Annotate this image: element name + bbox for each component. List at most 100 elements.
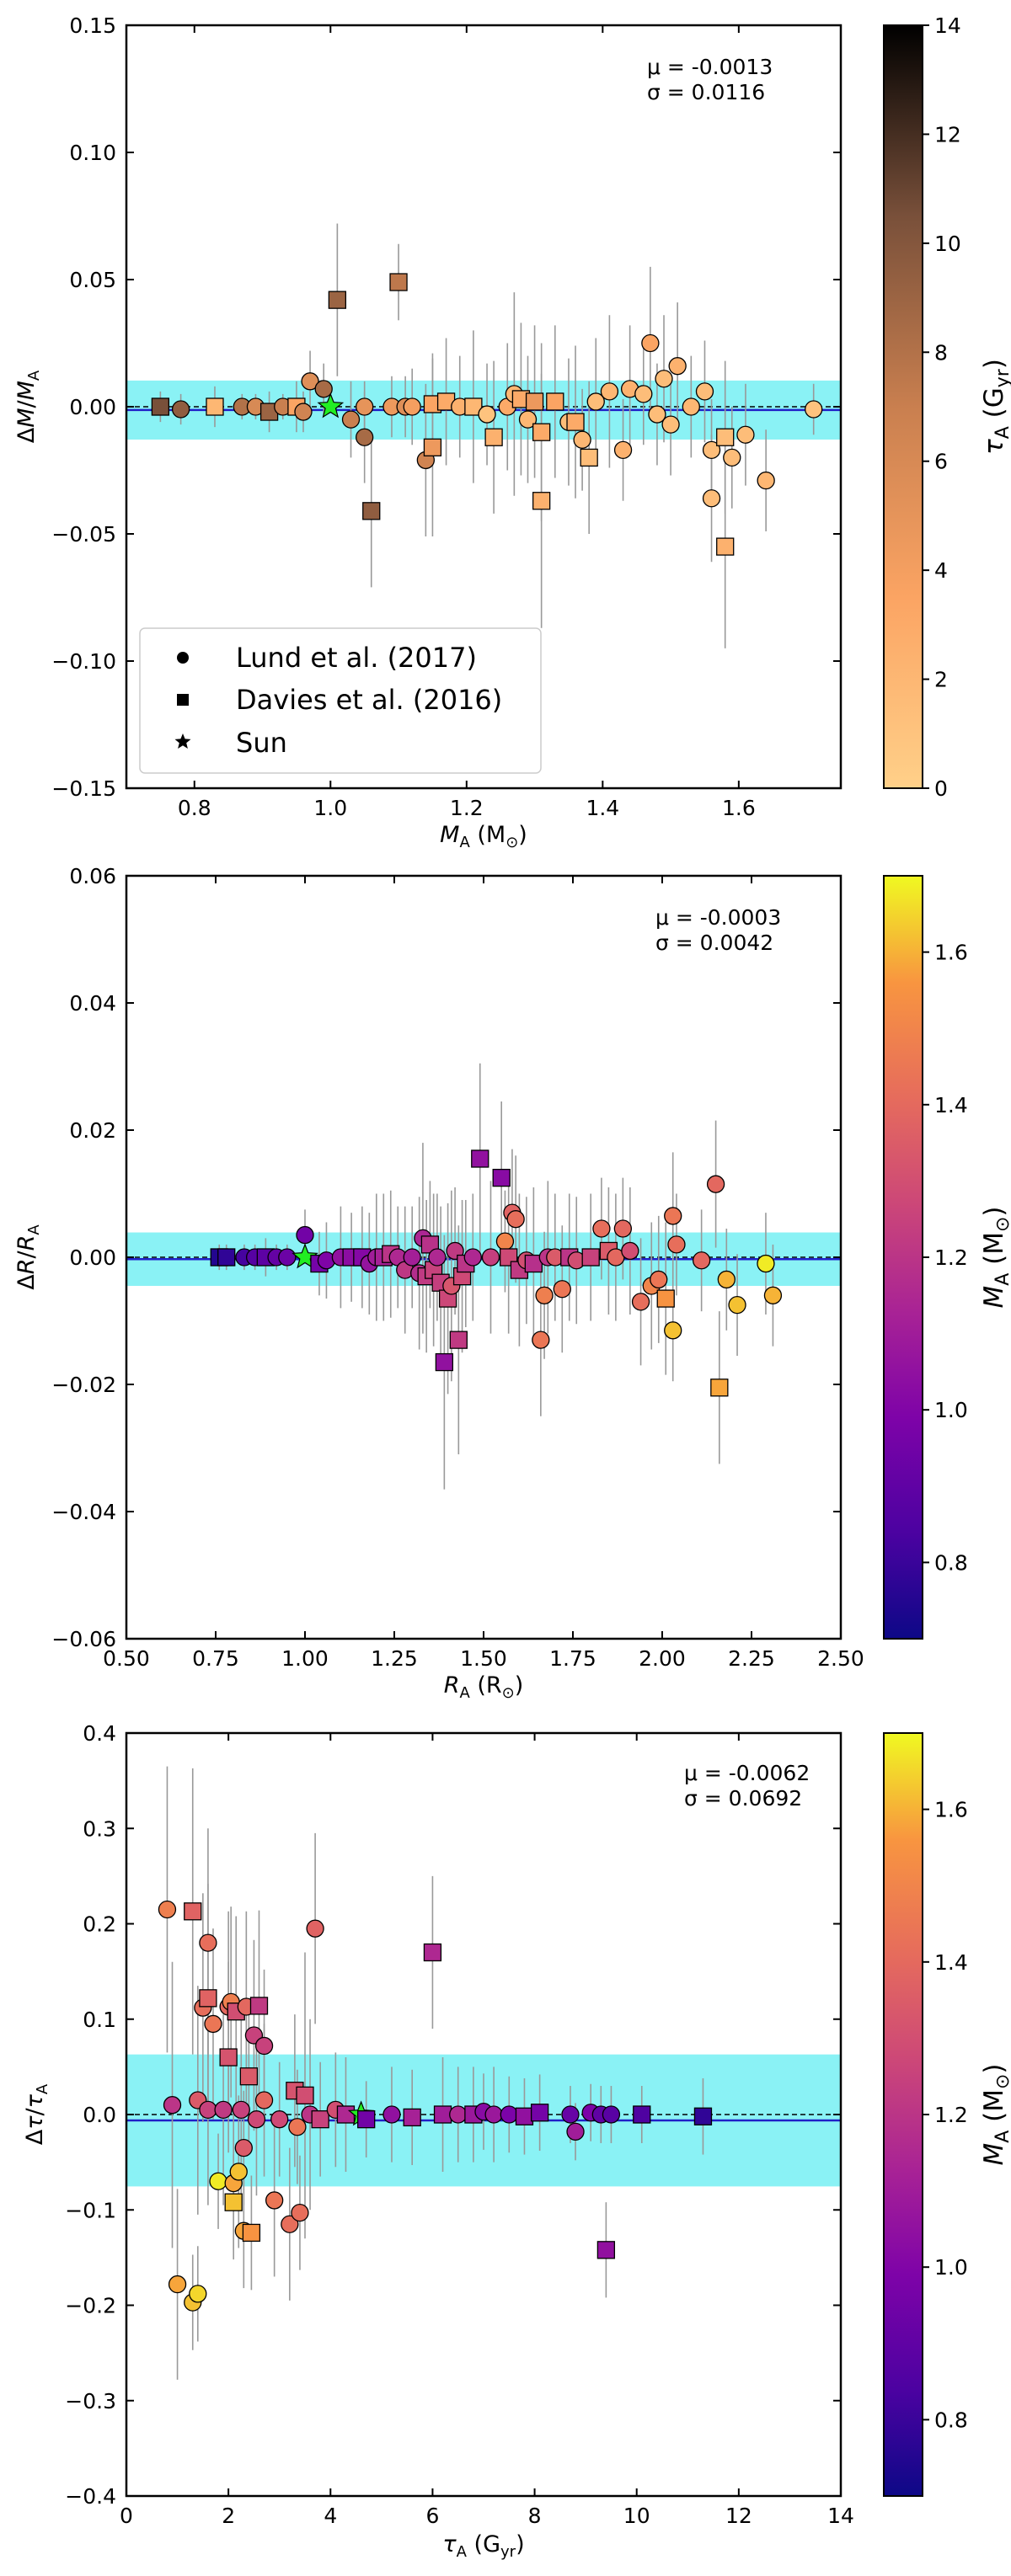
point-circle — [463, 1248, 482, 1267]
colorbar-label: τA (Gyr) — [979, 359, 1011, 455]
point-circle — [566, 2122, 585, 2141]
point-circle — [702, 440, 721, 459]
colorbar-ticks: 0 2 4 6 8 10 12 14 — [923, 13, 961, 801]
x-tick-label: 1.00 — [281, 1646, 329, 1671]
point-circle — [706, 1175, 725, 1193]
point-square — [693, 2107, 713, 2125]
x-tick-label: 0 — [120, 2504, 133, 2528]
y-tick-label: 0.3 — [83, 1816, 116, 1841]
point-circle — [306, 1919, 324, 1938]
x-tick-label: 8 — [528, 2504, 542, 2528]
point-circle — [561, 2105, 580, 2124]
point-circle — [631, 1293, 650, 1311]
y-axis-label: ΔR/RA — [13, 1224, 43, 1290]
x-tick-label: 1.0 — [313, 796, 347, 820]
y-tick-label: 0.2 — [83, 1912, 116, 1937]
x-tick-label: 1.50 — [460, 1646, 507, 1671]
point-square — [580, 448, 598, 467]
colorbar-tick-label: 12 — [934, 122, 961, 147]
point-circle — [234, 2138, 253, 2157]
point-square — [716, 428, 735, 446]
point-circle — [449, 2105, 468, 2124]
x-axis-label: τA (Gyr) — [442, 2531, 524, 2561]
point-square — [525, 392, 544, 411]
legend-star-marker — [174, 733, 191, 749]
point-circle — [573, 430, 591, 449]
x-tick-label: 1.2 — [450, 796, 484, 820]
point-circle — [481, 1248, 500, 1267]
y-tick-label: 0.10 — [69, 141, 116, 165]
point-circle — [189, 2285, 207, 2303]
point-circle — [403, 1248, 421, 1267]
point-circle — [171, 400, 190, 419]
colorbar-tick-label: 1.0 — [934, 1398, 968, 1422]
point-circle — [254, 2091, 274, 2109]
y-tick-label: −0.1 — [65, 2198, 116, 2222]
point-circle — [553, 1280, 571, 1299]
point-circle — [650, 1270, 668, 1289]
point-square — [515, 2107, 534, 2125]
point-circle — [168, 2275, 187, 2294]
point-square — [449, 1331, 468, 1349]
sigma-label: σ = 0.0116 — [647, 80, 765, 104]
point-square — [566, 413, 585, 431]
colorbar-tick-label: 10 — [934, 232, 961, 256]
point-circle — [403, 397, 421, 416]
point-circle — [506, 1210, 525, 1229]
y-tick-label: −0.05 — [51, 522, 116, 547]
point-circle — [648, 405, 666, 424]
point-square — [184, 1902, 202, 1921]
data-points — [158, 1900, 713, 2312]
point-circle — [634, 385, 653, 403]
colorbar-tick-label: 0 — [934, 776, 948, 801]
colorbar-tick-label: 14 — [934, 13, 961, 38]
x-tick-label: 2.25 — [728, 1646, 775, 1671]
point-square — [532, 492, 551, 510]
point-circle — [356, 397, 374, 416]
colorbar — [883, 1732, 923, 2497]
point-circle — [682, 397, 700, 416]
point-circle — [232, 2100, 250, 2119]
point-circle — [199, 1933, 217, 1952]
y-tick-label: 0.05 — [69, 268, 116, 292]
point-circle — [291, 2203, 309, 2222]
point-circle — [692, 1251, 711, 1270]
point-circle — [158, 1900, 177, 1919]
point-circle — [600, 382, 619, 401]
point-circle — [281, 2215, 299, 2233]
point-square — [423, 438, 442, 456]
x-tick-label: 12 — [725, 2504, 752, 2528]
point-circle — [667, 1235, 686, 1254]
point-square — [217, 1248, 236, 1267]
colorbar-tick-label: 2 — [934, 668, 948, 692]
point-square — [242, 2223, 261, 2243]
x-axis-label: RA (R⊙) — [444, 1672, 524, 1702]
point-circle — [294, 403, 313, 421]
y-axis-label: Δτ/τA — [22, 2083, 51, 2145]
y-tick-label: 0.00 — [69, 1245, 116, 1270]
point-circle — [664, 1207, 682, 1225]
point-circle — [278, 1248, 297, 1267]
point-square — [423, 1943, 442, 1962]
colorbar-ticks: 0.8 1.0 1.2 1.4 1.6 — [923, 1798, 968, 2432]
point-square — [249, 1997, 269, 2015]
point-circle — [382, 2105, 401, 2124]
axis-ticks: 0.50 0.75 1.00 1.25 1.50 1.75 2.00 2.25 2.50 −0.0… — [51, 864, 864, 1671]
point-square — [151, 397, 170, 416]
colorbar-label: MA (M⊙) — [979, 1206, 1011, 1308]
y-tick-label: 0.04 — [69, 991, 116, 1016]
point-circle — [229, 2163, 248, 2181]
point-circle — [204, 2014, 222, 2034]
legend-lund: Lund et al. (2017) — [236, 642, 477, 674]
point-circle — [723, 448, 741, 467]
point-circle — [668, 357, 687, 376]
x-tick-label: 1.75 — [549, 1646, 596, 1671]
point-circle — [535, 1286, 554, 1304]
point-circle — [341, 410, 361, 429]
point-circle — [265, 2191, 284, 2210]
point-square — [633, 2105, 651, 2124]
y-tick-label: 0.1 — [83, 2008, 116, 2032]
y-tick-label: 0.02 — [69, 1118, 116, 1143]
x-tick-label: 1.25 — [371, 1646, 418, 1671]
point-circle — [757, 1254, 775, 1273]
